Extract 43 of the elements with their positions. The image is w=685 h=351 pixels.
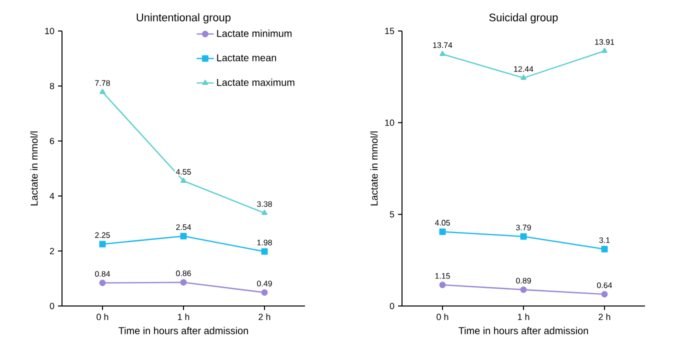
y-tick-label: 5 [390,211,394,218]
point [520,74,526,80]
x-axis-title: Time in hours after admission [118,326,248,334]
y-tick-label: 0 [50,302,54,310]
point [439,282,446,288]
point [602,48,608,53]
point [180,279,187,286]
point [262,210,268,215]
y-tick-label: 2 [50,248,54,254]
point [180,178,186,183]
y-tick-label: 10 [45,28,54,34]
point [100,88,106,94]
y-tick-label: 4 [50,192,54,200]
y-axis-title: Lactate in mmol/l [30,132,38,206]
chart-title: Unintentional group [136,13,231,24]
point [520,233,527,240]
x-tick-label: 2 h [598,314,610,320]
point [99,280,106,286]
x-tick-label: 1 h [178,314,190,320]
y-axis-title: Lactate in mmol/l [370,132,378,206]
point [261,289,268,296]
point [440,50,446,56]
x-tick-label: 0 h [436,314,448,320]
legend-label: Lactate maximum [217,78,294,86]
legend-label: Lactate mean [217,54,276,62]
point [601,246,608,252]
point [99,240,106,248]
y-tick-label: 8 [50,82,54,90]
x-tick-label: 1 h [518,314,530,320]
point [261,248,268,255]
point [601,291,608,298]
y-tick-label: 0 [390,302,394,310]
x-tick-label: 0 h [96,314,108,320]
y-tick-label: 6 [50,138,54,144]
x-axis-title: Time in hours after admission [458,326,588,334]
point [439,228,446,235]
point [520,286,527,293]
y-tick-label: 10 [385,119,394,126]
y-tick-label: 15 [385,28,394,34]
x-tick-label: 2 h [258,314,270,320]
legend-label: Lactate minimum [217,30,292,37]
point [180,232,187,240]
chart-title: Suicidal group [489,13,558,24]
